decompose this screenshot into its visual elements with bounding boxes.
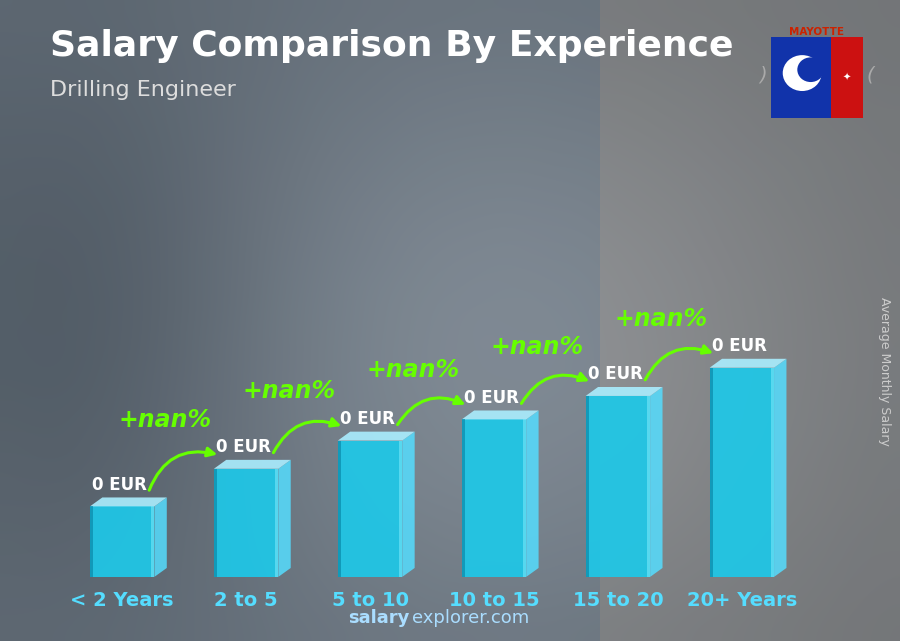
Circle shape — [797, 58, 824, 82]
Polygon shape — [90, 497, 166, 506]
Text: 2 to 5: 2 to 5 — [214, 591, 278, 610]
Polygon shape — [709, 368, 774, 577]
Text: ✦: ✦ — [842, 72, 850, 83]
Text: 5 to 10: 5 to 10 — [331, 591, 409, 610]
Bar — [770, 37, 863, 118]
Polygon shape — [462, 410, 538, 419]
Polygon shape — [586, 396, 589, 577]
Text: Average Monthly Salary: Average Monthly Salary — [878, 297, 890, 446]
Polygon shape — [151, 506, 155, 577]
Polygon shape — [462, 419, 464, 577]
Text: 0 EUR: 0 EUR — [216, 438, 271, 456]
Polygon shape — [650, 387, 662, 577]
Text: 0 EUR: 0 EUR — [340, 410, 395, 428]
Text: Drilling Engineer: Drilling Engineer — [50, 80, 236, 100]
Text: Salary Comparison By Experience: Salary Comparison By Experience — [50, 29, 733, 63]
Polygon shape — [774, 359, 787, 577]
Text: ): ) — [760, 66, 767, 85]
Polygon shape — [214, 469, 278, 577]
Text: explorer.com: explorer.com — [412, 609, 529, 627]
Circle shape — [783, 55, 822, 91]
Polygon shape — [155, 497, 166, 577]
Text: (: ( — [867, 66, 874, 85]
Polygon shape — [214, 460, 291, 469]
Text: 15 to 20: 15 to 20 — [572, 591, 663, 610]
Text: +nan%: +nan% — [243, 379, 336, 403]
Text: 0 EUR: 0 EUR — [93, 476, 148, 494]
Polygon shape — [400, 440, 402, 577]
Polygon shape — [586, 387, 662, 396]
Polygon shape — [90, 506, 155, 577]
Text: 0 EUR: 0 EUR — [589, 365, 643, 383]
Polygon shape — [523, 419, 526, 577]
Polygon shape — [275, 469, 278, 577]
Polygon shape — [709, 368, 713, 577]
Text: 0 EUR: 0 EUR — [464, 389, 519, 407]
Polygon shape — [526, 410, 538, 577]
Text: < 2 Years: < 2 Years — [70, 591, 174, 610]
Text: +nan%: +nan% — [491, 335, 584, 359]
Polygon shape — [586, 396, 650, 577]
Polygon shape — [462, 419, 526, 577]
Text: +nan%: +nan% — [367, 358, 460, 382]
Text: MAYOTTE: MAYOTTE — [789, 27, 844, 37]
Polygon shape — [402, 431, 415, 577]
Text: 10 to 15: 10 to 15 — [449, 591, 539, 610]
Polygon shape — [338, 440, 402, 577]
Text: +nan%: +nan% — [615, 306, 707, 331]
Polygon shape — [338, 431, 415, 440]
Polygon shape — [90, 506, 93, 577]
Bar — [832, 37, 863, 118]
Text: 0 EUR: 0 EUR — [712, 337, 767, 355]
Text: salary: salary — [348, 609, 410, 627]
Polygon shape — [647, 396, 650, 577]
Polygon shape — [278, 460, 291, 577]
Polygon shape — [771, 368, 774, 577]
Text: 20+ Years: 20+ Years — [687, 591, 797, 610]
Text: +nan%: +nan% — [119, 408, 212, 431]
Polygon shape — [338, 440, 341, 577]
Polygon shape — [214, 469, 217, 577]
Polygon shape — [709, 359, 787, 368]
